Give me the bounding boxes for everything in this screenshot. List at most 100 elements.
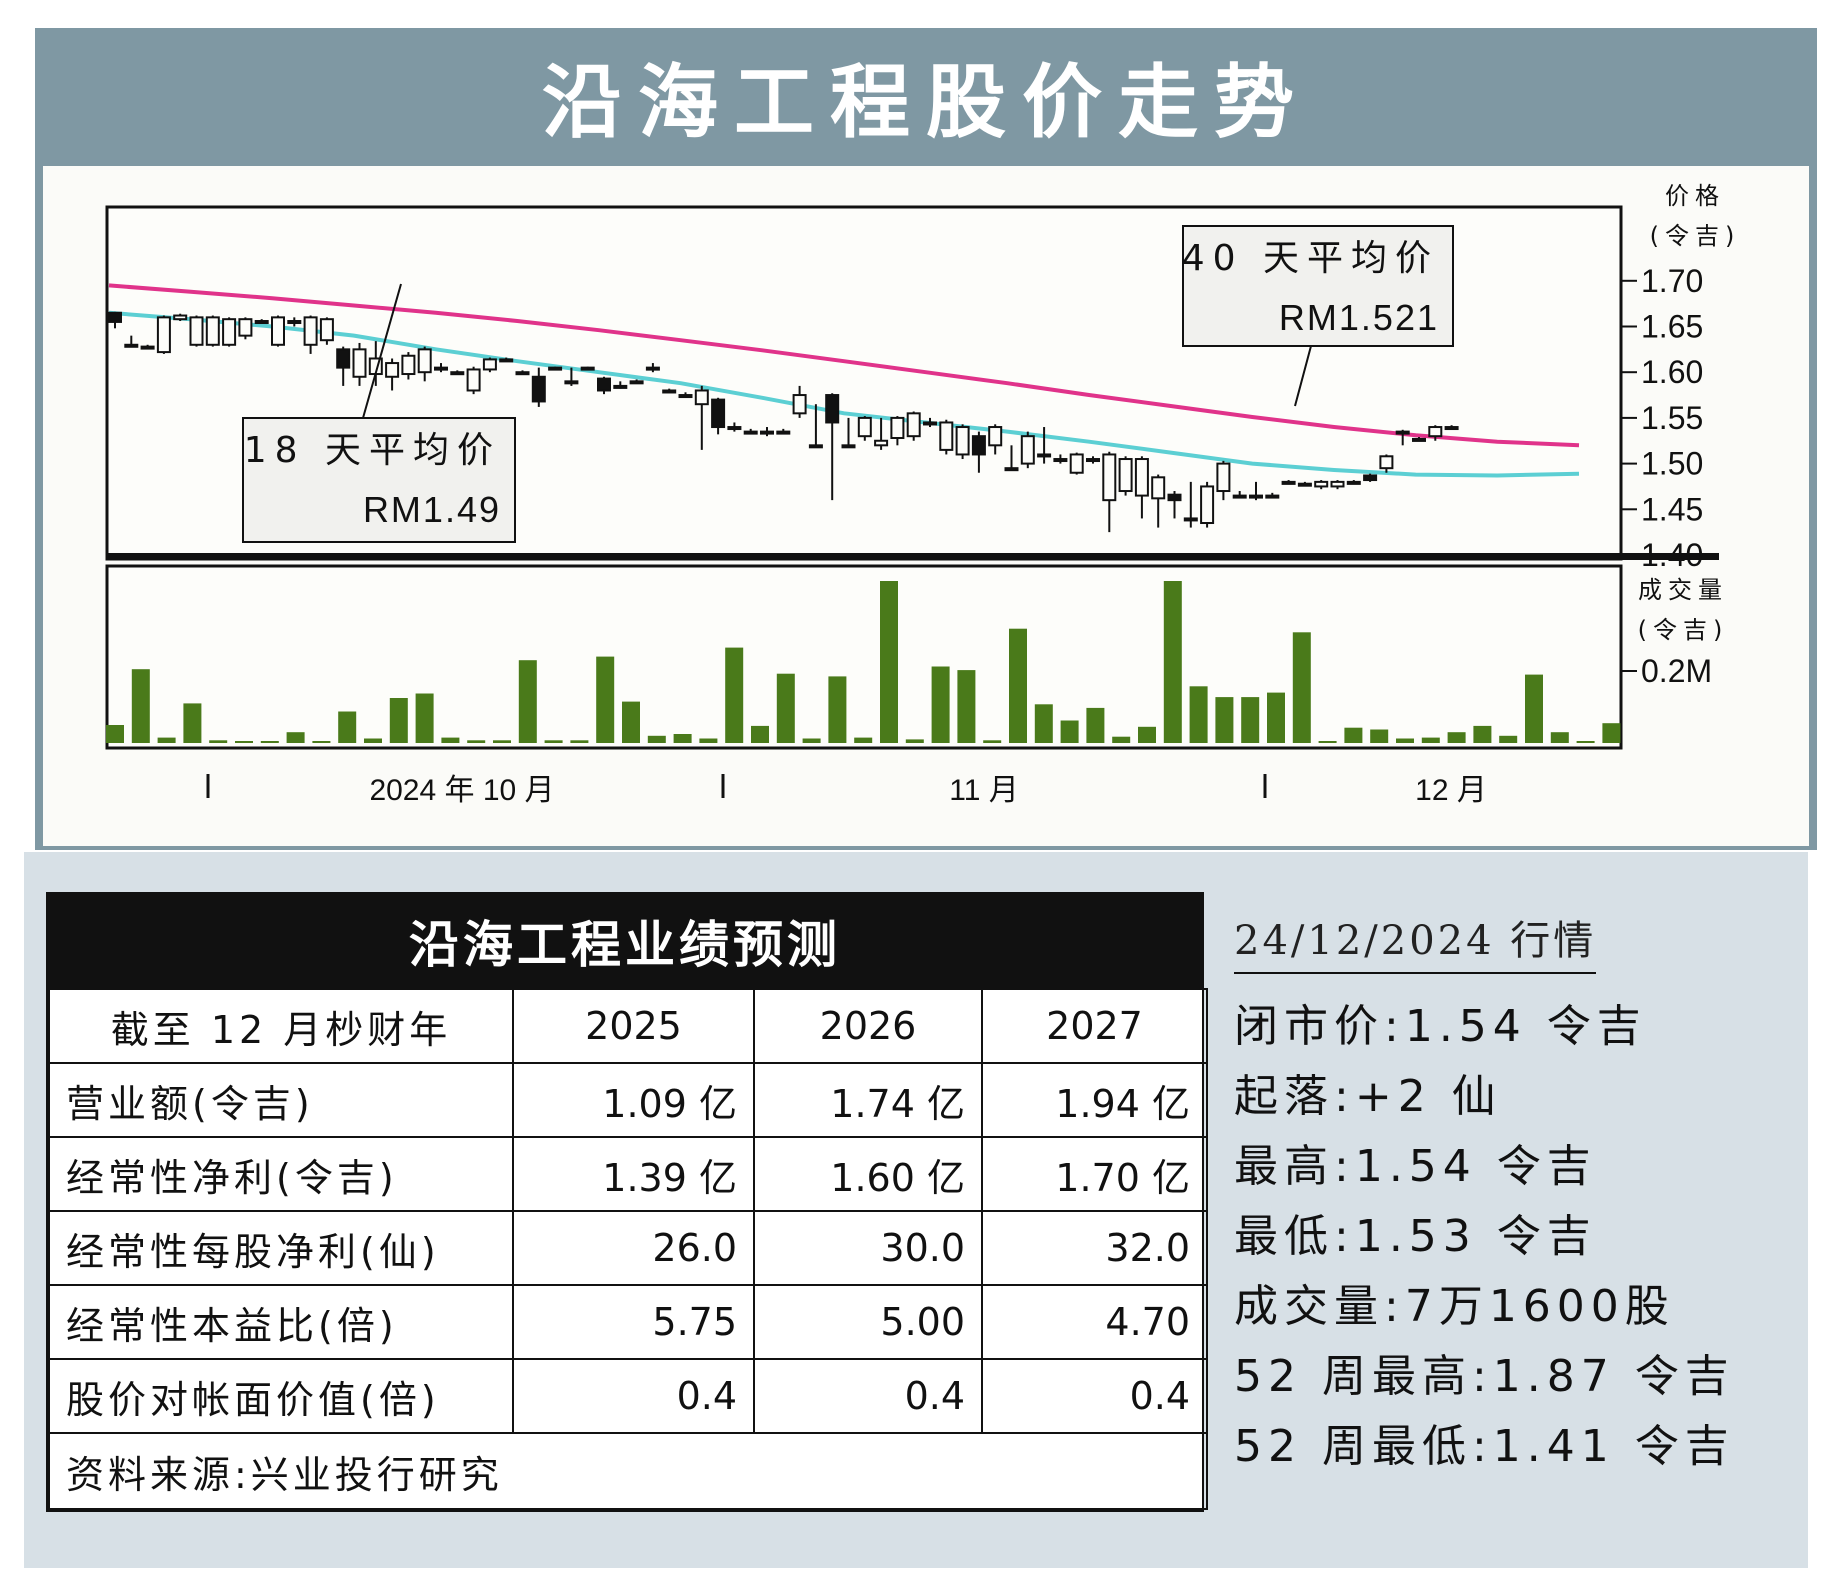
candle-body [140,345,155,350]
ma40-callout-value: RM1.521 [1279,297,1439,338]
volume-bar [1602,723,1621,743]
volume-bar [1550,732,1569,743]
volume-bar [699,738,718,743]
quote-date: 24/12/2024 行情 [1234,908,1597,974]
table-cell: 26.0 [512,1210,755,1286]
candle-body [678,394,693,399]
volume-bar [493,740,511,743]
candle-body [645,366,660,371]
volume-bar [1112,736,1131,743]
table-cell: 32.0 [981,1210,1208,1286]
volume-bar [1034,704,1053,743]
candle-body [1053,458,1068,463]
price-axis-unit: (令吉) [1650,222,1741,250]
forecast-title: 沿海工程业绩预测 [48,894,1202,988]
candle-body [1281,480,1296,485]
header-2026: 2026 [753,988,983,1064]
price-chart-panel: 沿海工程股价走势 1.70 1.65 1.60 1.55 1.50 1.45 1.40 价格 (… [35,28,1817,850]
row-label: 经常性净利(令吉) [48,1136,514,1212]
table-row: 营业额(令吉) 1.09 亿 1.74 亿 1.94 亿 [48,1062,1208,1138]
volume-bar [1138,726,1156,743]
candle-body [319,318,334,342]
row-label: 经常性本益比(倍) [48,1284,514,1360]
ma40-line [108,283,1580,448]
candle-body [1086,458,1100,463]
volume-bar [1473,725,1492,743]
table-row: 经常性本益比(倍) 5.75 5.00 4.70 [48,1284,1208,1360]
volume-bar [1447,732,1466,743]
volume-bar [209,740,228,743]
price-change: 起落:+2 仙 [1234,1071,1502,1122]
row-label: 营业额(令吉) [48,1062,514,1138]
candle-body [1167,493,1182,502]
candle-body [874,439,889,447]
volume-bar [957,670,976,743]
volume-bar [1009,628,1027,743]
table-cell: 0.4 [512,1358,755,1434]
table-cell: 5.00 [753,1284,983,1360]
row-label: 股价对帐面价值(倍) [48,1358,514,1434]
volume-bar [570,740,589,743]
candle-body [108,311,122,323]
volume-plot-frame [105,564,1623,750]
volume-bar [389,698,408,743]
candle-body [271,316,285,346]
forecast-table: 沿海工程业绩预测 截至 12 月杪财年 2025 2026 2027 营业额(令… [46,892,1208,1512]
volume-bar [802,738,821,743]
candle-body [1412,437,1426,442]
candle-body [613,384,628,389]
volume-bar [622,701,640,743]
candle-body [776,430,791,435]
volume-bar [1086,707,1105,743]
volume-bar [751,725,769,743]
candle-body [1265,494,1280,499]
candle-body [352,348,367,378]
week52-high: 52 周最高:1.87 令吉 [1234,1351,1735,1402]
candle-body [173,314,188,321]
quote-panel: 24/12/2024 行情 闭市价:1.54 令吉 起落:+2 仙 最高:1.5… [1234,908,1794,1482]
candle-body [939,421,954,451]
day-high: 最高:1.54 令吉 [1234,1141,1597,1192]
candle-body [564,380,579,385]
source-note: 资料来源:兴业投行研究 [48,1432,1208,1510]
candle-body [1428,426,1443,438]
ma40-leader [1294,345,1312,407]
candle-body [499,358,514,363]
header-fiscal-year: 截至 12 月杪财年 [48,988,514,1064]
candle-body [988,426,1003,447]
candle-body [923,421,937,426]
volume-bar [1163,581,1182,743]
candle-body [205,316,220,346]
volume-bar [776,673,795,743]
candle-body [189,316,204,346]
candle-body [336,348,351,369]
ma18-leader [362,283,402,419]
info-panel: 沿海工程业绩预测 截至 12 月杪财年 2025 2026 2027 营业额(令… [24,852,1808,1568]
price-axis-title: 价格 [1665,182,1725,210]
candle-body [466,368,481,392]
table-cell: 1.60 亿 [753,1136,983,1212]
candle-body [1151,476,1166,500]
panel-divider [107,553,1719,560]
volume-bar [647,735,666,743]
chart-title: 沿海工程股价走势 [542,56,1310,149]
close-price: 闭市价:1.54 令吉 [1234,1001,1647,1052]
header-2025: 2025 [512,988,755,1064]
candle-body [482,358,497,371]
volume-bar [1344,727,1363,743]
candle-body [1102,453,1117,502]
candle-body [1314,480,1329,488]
candle-body [857,416,872,438]
volume: 成交量:7万1600股 [1234,1281,1675,1332]
candle-body [1444,426,1459,431]
candle-body [743,430,758,435]
chart-area: 1.70 1.65 1.60 1.55 1.50 1.45 1.40 价格 (令吉) 成交量 (令吉… [43,166,1809,846]
table-cell: 0.4 [753,1358,983,1434]
candle-body [401,354,416,376]
volume-bar [235,741,253,743]
candle-body [1134,458,1149,497]
forecast-header-row: 截至 12 月杪财年 2025 2026 2027 [48,988,1208,1064]
volume-axis-title: 成交量 [1638,576,1728,604]
candle-body [1363,474,1378,482]
volume-bar [157,737,176,743]
